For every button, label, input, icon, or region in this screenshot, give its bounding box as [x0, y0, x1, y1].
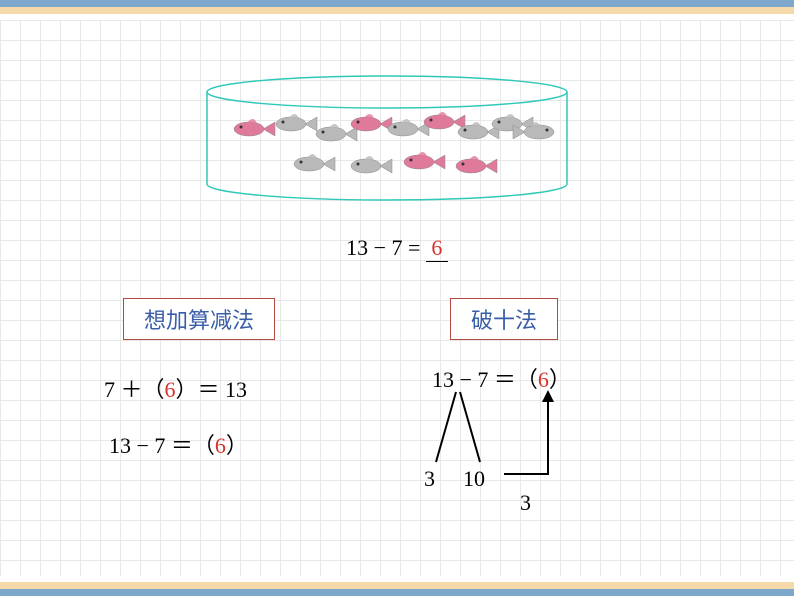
eq-left-1v: 6 — [165, 377, 176, 402]
split-left: 3 — [424, 466, 435, 492]
fish-bowl — [201, 74, 573, 214]
eq-left-1a: 7 ＋（ — [104, 377, 165, 402]
eq-left-1b: ）＝ 13 — [176, 377, 248, 402]
eq-left-2: 13 − 7 ＝（6） — [109, 428, 248, 460]
split-tree — [430, 386, 630, 506]
main-eq-lhs: 13 − 7 = — [346, 235, 420, 260]
main-eq-result: 6 — [431, 235, 442, 260]
split-right: 10 — [463, 466, 485, 492]
bottom-band — [0, 582, 794, 596]
eq-left-2b: ） — [226, 433, 248, 458]
top-band — [0, 0, 794, 14]
eq-left-2a: 13 − 7 ＝（ — [109, 433, 215, 458]
eq-left-2v: 6 — [215, 433, 226, 458]
eq-left-1: 7 ＋（6）＝ 13 — [104, 372, 247, 404]
method-box-add: 想加算减法 — [123, 298, 275, 340]
main-equation: 13 − 7 = 6 — [0, 235, 794, 262]
method-box-break: 破十法 — [450, 298, 558, 340]
method-right-title: 破十法 — [471, 308, 537, 333]
carry-num: 3 — [520, 490, 531, 516]
method-left-title: 想加算减法 — [144, 308, 254, 333]
